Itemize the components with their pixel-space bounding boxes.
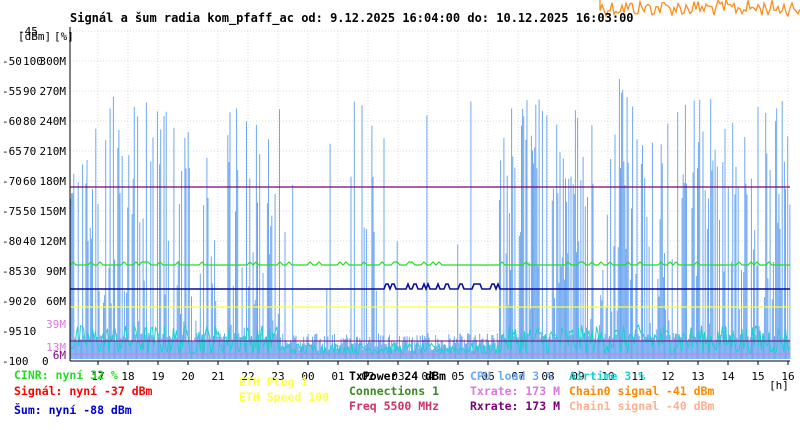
legend-txrate: Txrate: 173 M (470, 384, 561, 398)
x-tick-label: 23 (271, 370, 284, 383)
y-pct-tick-label: 100 (23, 55, 43, 68)
y-pct-tick-label: 90 (23, 85, 36, 98)
legend-connections: Connections 1 (349, 384, 440, 398)
y-dbm-tick-label: -50 (2, 55, 22, 68)
x-tick-label: 03 (391, 370, 404, 383)
y-pct-tick-label: 50 (23, 205, 36, 218)
x-tick-label: 11 (631, 370, 644, 383)
y-dbm-tick-label: -65 (2, 145, 22, 158)
y-rate-tick-label: 270M (40, 85, 67, 98)
chart-title: Signál a šum radia kom_pfaff_ac od: 9.12… (70, 11, 634, 25)
top-orange-noise-band (599, 0, 800, 18)
legend-freq: Freq 5500 MHz (349, 399, 440, 413)
y-rate-tick-label: 300M (40, 55, 67, 68)
y-pct-tick-label: 30 (23, 265, 36, 278)
x-tick-label: 22 (241, 370, 254, 383)
legend-chain0: Chain0 signal -41 dBm (569, 384, 715, 398)
legend-rxrate: Rxrate: 173 M (470, 399, 561, 413)
x-tick-label: 07 (511, 370, 524, 383)
x-tick-label: 20 (181, 370, 194, 383)
y-unit-pct: [%] (54, 30, 74, 43)
x-tick-label: 16 (781, 370, 794, 383)
y-dbm-tick-label: -55 (2, 85, 22, 98)
y-rate-tick-label: 240M (40, 115, 67, 128)
x-tick-label: 17 (91, 370, 104, 383)
y-rate-tick-label: 120M (40, 235, 67, 248)
y-unit-dbm: [dBm] (18, 30, 51, 43)
y-pct-tick-label: 10 (23, 325, 36, 338)
y-dbm-tick-label: -45 (18, 25, 38, 38)
chart-axes (69, 27, 790, 365)
legend-chain1: Chain1 signal -40 dBm (569, 399, 715, 413)
y-rate-tick-label: 60M (46, 295, 66, 308)
y-pct-tick-label: 20 (23, 295, 36, 308)
x-tick-label: 12 (661, 370, 674, 383)
y-dbm-tick-label: -90 (2, 295, 22, 308)
legend-airtime: Airtime 3 % (569, 369, 646, 383)
x-tick-label: 04 (421, 370, 435, 383)
y-pct-tick-label: 40 (23, 235, 36, 248)
legend-cinr: CINR: nyní 32 % (14, 368, 118, 382)
y-dbm-tick-label: -85 (2, 265, 22, 278)
legend-cpu: CPU load 3 % (470, 369, 554, 383)
x-tick-label: 01 (331, 370, 344, 383)
y-rate-tick-label: 210M (40, 145, 67, 158)
y-rate-tick-label-6m: 6M (53, 349, 67, 362)
legend-signal: Signál: nyní -37 dBm (14, 384, 153, 398)
y-pct-tick-label: 80 (23, 115, 36, 128)
x-tick-label: 13 (691, 370, 704, 383)
y-rate-tick-label-39m: 39M (46, 318, 66, 331)
x-tick-label: 21 (211, 370, 224, 383)
chart-plot-area (69, 78, 791, 359)
x-tick-label: 19 (151, 370, 164, 383)
y-dbm-tick-label: -100 (2, 355, 29, 368)
chart-grid (70, 30, 790, 361)
y-dbm-tick-label: -75 (2, 205, 22, 218)
legend-noise: Šum: nyní -88 dBm (14, 403, 132, 417)
chart-series-lines (69, 186, 790, 355)
x-tick-label: 09 (571, 370, 584, 383)
y-rate-tick-label: 150M (40, 205, 67, 218)
x-tick-label: 15 (751, 370, 764, 383)
airtime-trace (69, 323, 789, 357)
x-tick-label: 08 (541, 370, 554, 383)
y-rate-tick-label: 90M (46, 265, 66, 278)
y-dbm-tick-label: -70 (2, 175, 22, 188)
x-tick-label: 00 (301, 370, 314, 383)
noise-line (70, 281, 790, 292)
x-unit-label: [h] (769, 379, 789, 392)
x-tick-label: 02 (361, 370, 374, 383)
y-pct-tick-label: 0 (42, 355, 49, 368)
y-dbm-tick-label: -80 (2, 235, 22, 248)
y-pct-tick-label: 70 (23, 145, 36, 158)
x-tick-label: 10 (601, 370, 614, 383)
chart-tick-labels: -45-50-55-60-65-70-75-80-85-90-95-100100… (2, 25, 795, 392)
x-tick-label: 18 (121, 370, 134, 383)
legend-txpower: TxPower 24 dBm (349, 369, 446, 383)
y-pct-tick-label: 60 (23, 175, 36, 188)
y-rate-tick-label: 180M (40, 175, 67, 188)
x-tick-label: 06 (481, 370, 494, 383)
cinr-line (69, 261, 790, 266)
y-rate-tick-label-13m: 13M (46, 341, 66, 354)
legend-eth_speed: ETH Speed 100 (239, 390, 330, 404)
y-dbm-tick-label: -95 (2, 325, 22, 338)
legend-eth_plug: ETH Plug 1 (239, 375, 309, 389)
x-tick-label: 05 (451, 370, 464, 383)
top-noise-trace (599, 0, 800, 18)
x-tick-label: 14 (721, 370, 735, 383)
y-dbm-tick-label: -60 (2, 115, 22, 128)
